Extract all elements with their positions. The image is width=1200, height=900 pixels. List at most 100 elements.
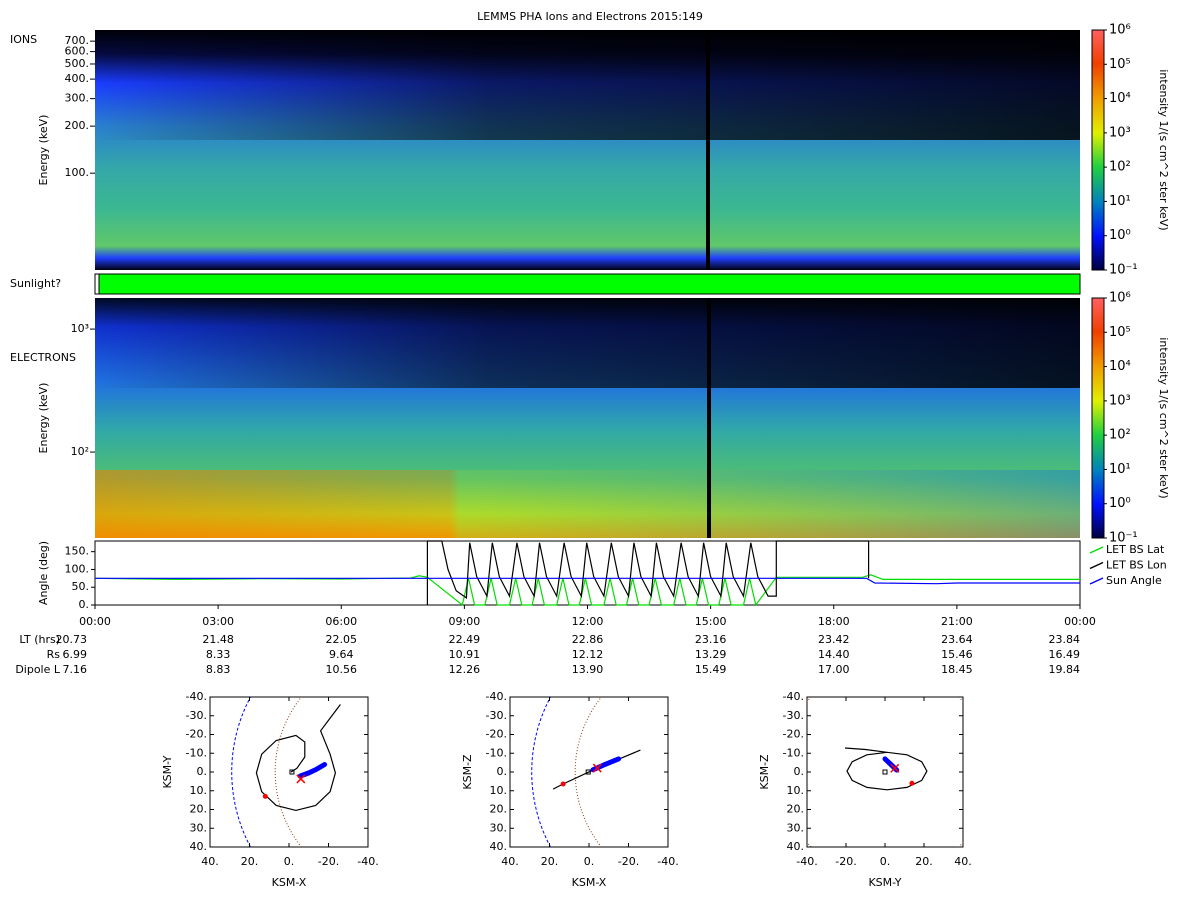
y-tick-label: 30. [787, 821, 805, 834]
trajectory-highlight [297, 762, 328, 779]
y-tick-label: 40. [787, 840, 805, 853]
row-value: 13.29 [695, 648, 727, 661]
colorbar [1091, 29, 1105, 271]
start-marker [909, 780, 915, 786]
y-tick-label: 150. [65, 545, 90, 558]
y-tick-label: -20. [783, 728, 804, 741]
legend-swatch [1089, 546, 1104, 554]
y-axis-label: KSM-Z [758, 754, 771, 790]
colorbar-tick-label: 10⁶ [1109, 291, 1131, 306]
row-value: 23.64 [941, 633, 973, 646]
y-tick-label: -20. [186, 728, 207, 741]
y-tick-label: 600. [65, 45, 90, 58]
orbit-frame [806, 696, 964, 848]
y-tick-label: 0. [197, 765, 208, 778]
y-axis-label: Energy (keV) [37, 383, 50, 454]
y-tick-label: -30. [486, 709, 507, 722]
origin-marker [882, 769, 888, 775]
colorbar-tick-label: 10⁻¹ [1109, 531, 1138, 546]
spectrogram-image [95, 298, 1080, 388]
start-marker [560, 781, 566, 787]
position-marker [592, 763, 602, 773]
colorbar-tick-label: 10⁴ [1109, 359, 1131, 374]
sunlight-strip [94, 273, 1081, 295]
row-value: 15.46 [941, 648, 973, 661]
row-value: 9.64 [329, 648, 354, 661]
y-tick-label: -10. [486, 746, 507, 759]
y-tick-label: 200. [65, 119, 90, 132]
origin-marker [585, 769, 591, 775]
colorbar-tick-label: 10⁴ [1109, 91, 1131, 106]
y-tick-label: 100. [65, 166, 90, 179]
start-marker [262, 793, 268, 799]
series-line [95, 577, 1080, 585]
row-value: 8.83 [206, 663, 231, 676]
row-value: 16.49 [1049, 648, 1081, 661]
row-value: 13.90 [572, 663, 604, 676]
x-tick-label: 09:00 [449, 615, 481, 628]
x-tick-label: 40. [954, 855, 972, 868]
x-tick-label: -40. [657, 855, 678, 868]
y-tick-label: 300. [65, 92, 90, 105]
x-tick-label: 20. [915, 855, 933, 868]
orbit-plot-area [807, 697, 963, 847]
y-tick-label: 0. [497, 765, 508, 778]
x-tick-label: 12:00 [572, 615, 604, 628]
x-tick-label: 0. [880, 855, 891, 868]
spectrogram-gap [707, 298, 711, 538]
y-axis-label: KSM-Z [461, 754, 474, 790]
x-tick-label: -40. [357, 855, 378, 868]
orbit-frame [209, 696, 369, 848]
x-tick-label: -20. [318, 855, 339, 868]
sunlight-gap [94, 273, 100, 295]
y-tick-label: 40. [490, 840, 508, 853]
row-value: 22.49 [449, 633, 481, 646]
colorbar-tick-label: 10¹ [1109, 462, 1131, 477]
y-axis-label: Energy (keV) [37, 115, 50, 186]
angle-plot-frame [94, 540, 1081, 606]
x-tick-label: -40. [796, 855, 817, 868]
origin-marker [289, 769, 295, 775]
colorbar-tick-label: 10⁵ [1109, 57, 1131, 72]
x-tick-label: 40. [501, 855, 519, 868]
x-axis-label: KSM-X [272, 876, 307, 889]
y-tick-label: -40. [486, 690, 507, 703]
y-tick-label: 500. [65, 57, 90, 70]
x-tick-label: 03:00 [202, 615, 234, 628]
y-tick-label: 10. [190, 784, 208, 797]
y-tick-label: -40. [783, 690, 804, 703]
colorbar [1091, 297, 1105, 539]
y-tick-label: 30. [190, 821, 208, 834]
row-value: 20.73 [56, 633, 88, 646]
row-value: 12.12 [572, 648, 604, 661]
x-tick-label: 00:00 [1064, 615, 1096, 628]
position-marker [296, 774, 306, 784]
row-value: 21.48 [202, 633, 234, 646]
y-tick-label: 400. [65, 72, 90, 85]
row-label: LT (hrs) [19, 633, 60, 646]
colorbar-tick-label: 10² [1109, 428, 1131, 443]
x-tick-label: 06:00 [325, 615, 357, 628]
sunlight-bar [94, 273, 1081, 295]
y-tick-label: 20. [490, 803, 508, 816]
x-axis-label: KSM-X [572, 876, 607, 889]
colorbar-tick-label: 10⁵ [1109, 325, 1131, 340]
y-tick-label: -40. [186, 690, 207, 703]
row-value: 18.45 [941, 663, 973, 676]
y-tick-label: -30. [186, 709, 207, 722]
y-tick-label: 0. [79, 598, 90, 611]
colorbar-tick-label: 10⁶ [1109, 23, 1131, 38]
row-value: 14.40 [818, 648, 850, 661]
orbit-plot-area [231, 697, 341, 847]
row-value: 10.56 [326, 663, 358, 676]
y-tick-label: 10² [71, 445, 89, 458]
y-tick-label: 30. [490, 821, 508, 834]
series-line [94, 574, 1080, 607]
row-value: 12.26 [449, 663, 481, 676]
y-tick-label: 100. [65, 562, 90, 575]
y-tick-label: 10³ [71, 322, 89, 335]
y-tick-label: 20. [787, 803, 805, 816]
panel-label: ELECTRONS [10, 351, 76, 364]
colorbar-label: intensity 1/(s cm^2 ster keV) [1157, 69, 1170, 230]
